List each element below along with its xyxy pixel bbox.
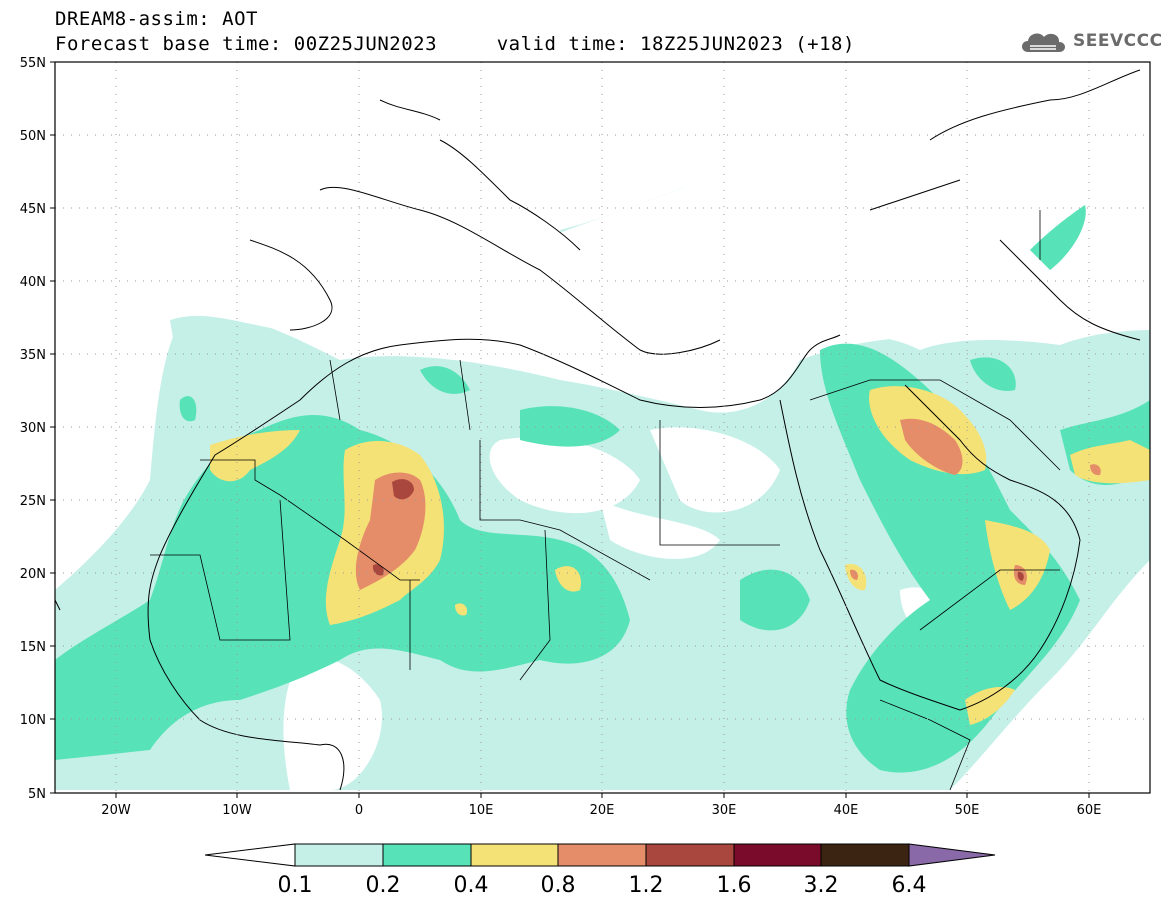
colorbar-box (294, 843, 384, 867)
lat-label: 20N (20, 567, 46, 582)
lon-label: 0 (355, 803, 363, 818)
colorbar-label: 0.1 (278, 873, 313, 898)
aot-colorbar: 0.1 0.2 0.4 0.8 1.2 1.6 3.2 6.4 (205, 843, 996, 898)
lat-label: 35N (20, 348, 46, 363)
lon-label: 20E (590, 803, 615, 818)
lon-label: 60E (1077, 803, 1102, 818)
colorbar-label: 0.2 (366, 873, 401, 898)
aot-field (55, 62, 1150, 790)
colorbar-label: 1.2 (629, 873, 664, 898)
borders (150, 210, 1061, 791)
tick-marks (50, 61, 1090, 798)
lon-label: 30E (712, 803, 737, 818)
lat-label: 15N (20, 640, 46, 655)
lat-labels: 55N 50N 45N 40N 35N 30N 25N 20N 15N 10N … (20, 56, 46, 802)
coastlines (55, 69, 1141, 791)
colorbar-label: 0.8 (541, 873, 576, 898)
colorbar-label: 1.6 (717, 873, 752, 898)
logo-text: SEEVCCC (1073, 31, 1163, 51)
colorbar-label: 6.4 (892, 873, 927, 898)
map-title: DREAM8-assim: AOT (55, 8, 258, 30)
cloud-icon (1022, 33, 1065, 52)
colorbar-box (820, 843, 910, 867)
lat-label: 5N (28, 787, 46, 802)
lon-label: 40E (834, 803, 859, 818)
lat-label: 30N (20, 421, 46, 436)
aot-map: 55N 50N 45N 40N 35N 30N 25N 20N 15N 10N … (20, 56, 1151, 818)
lat-label: 40N (20, 275, 46, 290)
lon-label: 50E (955, 803, 980, 818)
lat-label: 55N (20, 56, 46, 71)
aot-level-1.2 (372, 479, 1024, 581)
colorbar-box (382, 843, 472, 867)
seevccc-logo: SEEVCCC (1018, 24, 1162, 58)
lat-label: 50N (20, 129, 46, 144)
colorbar-box (557, 843, 647, 867)
lon-labels: 20W 10W 0 10E 20E 30E 40E 50E 60E (101, 803, 1101, 818)
colorbar-box (645, 843, 735, 867)
colorbar-box (733, 843, 822, 867)
lat-label: 10N (20, 713, 46, 728)
colorbar-lower-arrow (205, 843, 296, 867)
colorbar-label: 0.4 (454, 873, 489, 898)
lon-label: 10E (469, 803, 494, 818)
colorbar-upper-arrow (908, 843, 996, 867)
colorbar-label: 3.2 (804, 873, 839, 898)
forecast-time-line: Forecast base time: 00Z25JUN2023 valid t… (55, 33, 855, 55)
lon-label: 20W (101, 803, 131, 818)
colorbar-box (470, 843, 559, 867)
lat-label: 45N (20, 202, 46, 217)
lon-label: 10W (222, 803, 252, 818)
graticule (55, 62, 1150, 793)
lat-label: 25N (20, 494, 46, 509)
